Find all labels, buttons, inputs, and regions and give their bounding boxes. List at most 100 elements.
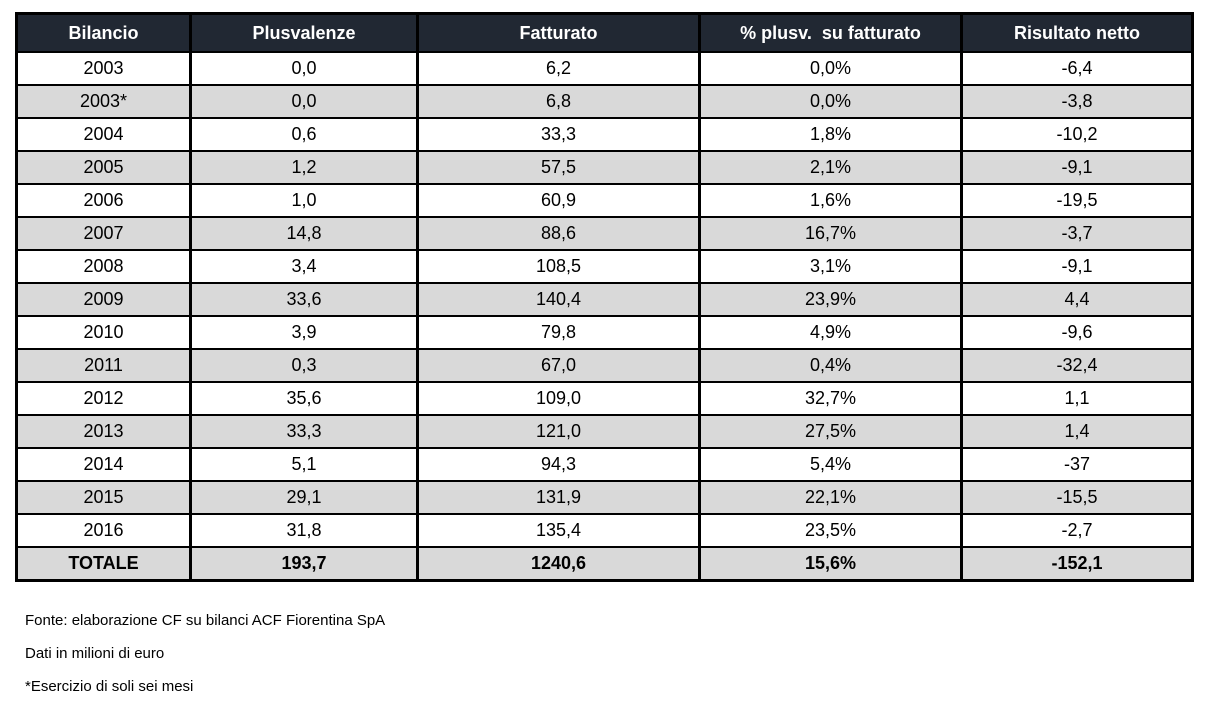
- cell-plusvalenze: 35,6: [189, 381, 419, 416]
- table-row-2012: 2012 35,6 109,0 32,7% 1,1: [15, 381, 1194, 416]
- cell-plusvalenze: 0,0: [189, 51, 419, 86]
- cell-risultato: -10,2: [960, 117, 1194, 152]
- table-row-2016: 2016 31,8 135,4 23,5% -2,7: [15, 513, 1194, 548]
- cell-risultato: -37: [960, 447, 1194, 482]
- cell-plusvalenze: 1,0: [189, 183, 419, 218]
- cell-plusvalenze: 14,8: [189, 216, 419, 251]
- units-note: Dati in milioni di euro: [25, 645, 165, 662]
- cell-year: 2009: [15, 282, 192, 317]
- cell-fatturato: 94,3: [416, 447, 701, 482]
- cell-risultato: -6,4: [960, 51, 1194, 86]
- header-row: Bilancio Plusvalenze Fatturato % plusv. …: [15, 12, 1194, 53]
- cell-percent: 32,7%: [698, 381, 963, 416]
- cell-percent: 4,9%: [698, 315, 963, 350]
- cell-year: 2005: [15, 150, 192, 185]
- financial-table: Bilancio Plusvalenze Fatturato % plusv. …: [15, 12, 1194, 582]
- cell-fatturato: 57,5: [416, 150, 701, 185]
- table-row-2004: 2004 0,6 33,3 1,8% -10,2: [15, 117, 1194, 152]
- cell-fatturato: 131,9: [416, 480, 701, 515]
- column-header-plusvalenze: Plusvalenze: [189, 12, 419, 53]
- cell-plusvalenze: 3,4: [189, 249, 419, 284]
- cell-percent: 1,8%: [698, 117, 963, 152]
- cell-percent: 0,0%: [698, 51, 963, 86]
- financial-table-container: Bilancio Plusvalenze Fatturato % plusv. …: [15, 12, 1194, 582]
- cell-plusvalenze: 29,1: [189, 480, 419, 515]
- cell-percent: 22,1%: [698, 480, 963, 515]
- cell-plusvalenze: 33,6: [189, 282, 419, 317]
- cell-percent: 1,6%: [698, 183, 963, 218]
- cell-year: 2004: [15, 117, 192, 152]
- table-row-2005: 2005 1,2 57,5 2,1% -9,1: [15, 150, 1194, 185]
- cell-plusvalenze: 0,6: [189, 117, 419, 152]
- cell-year: 2016: [15, 513, 192, 548]
- cell-percent: 0,0%: [698, 84, 963, 119]
- cell-year: 2003: [15, 51, 192, 86]
- cell-year: 2010: [15, 315, 192, 350]
- total-risultato: -152,1: [960, 546, 1194, 582]
- cell-risultato: -9,1: [960, 150, 1194, 185]
- table-row-2003-star: 2003* 0,0 6,8 0,0% -3,8: [15, 84, 1194, 119]
- cell-fatturato: 6,8: [416, 84, 701, 119]
- cell-fatturato: 67,0: [416, 348, 701, 383]
- table-row-2014: 2014 5,1 94,3 5,4% -37: [15, 447, 1194, 482]
- asterisk-note: *Esercizio di soli sei mesi: [25, 678, 194, 695]
- cell-year: 2003*: [15, 84, 192, 119]
- column-header-fatturato: Fatturato: [416, 12, 701, 53]
- cell-fatturato: 121,0: [416, 414, 701, 449]
- total-percent: 15,6%: [698, 546, 963, 582]
- cell-year: 2015: [15, 480, 192, 515]
- column-header-percent-plusv: % plusv. su fatturato: [698, 12, 963, 53]
- cell-year: 2013: [15, 414, 192, 449]
- cell-plusvalenze: 1,2: [189, 150, 419, 185]
- cell-fatturato: 108,5: [416, 249, 701, 284]
- cell-fatturato: 79,8: [416, 315, 701, 350]
- cell-year: 2007: [15, 216, 192, 251]
- source-note: Fonte: elaborazione CF su bilanci ACF Fi…: [25, 612, 386, 629]
- table-row-2009: 2009 33,6 140,4 23,9% 4,4: [15, 282, 1194, 317]
- table-row-2007: 2007 14,8 88,6 16,7% -3,7: [15, 216, 1194, 251]
- cell-plusvalenze: 3,9: [189, 315, 419, 350]
- cell-year: 2006: [15, 183, 192, 218]
- cell-risultato: -15,5: [960, 480, 1194, 515]
- cell-percent: 16,7%: [698, 216, 963, 251]
- footnotes: Fonte: elaborazione CF su bilanci ACF Fi…: [25, 612, 385, 711]
- table-row-2015: 2015 29,1 131,9 22,1% -15,5: [15, 480, 1194, 515]
- cell-year: 2008: [15, 249, 192, 284]
- cell-risultato: -2,7: [960, 513, 1194, 548]
- table-row-2006: 2006 1,0 60,9 1,6% -19,5: [15, 183, 1194, 218]
- cell-percent: 27,5%: [698, 414, 963, 449]
- cell-risultato: -3,7: [960, 216, 1194, 251]
- cell-risultato: 4,4: [960, 282, 1194, 317]
- cell-fatturato: 6,2: [416, 51, 701, 86]
- cell-plusvalenze: 0,3: [189, 348, 419, 383]
- cell-percent: 23,5%: [698, 513, 963, 548]
- cell-risultato: -9,6: [960, 315, 1194, 350]
- cell-risultato: 1,1: [960, 381, 1194, 416]
- cell-fatturato: 109,0: [416, 381, 701, 416]
- cell-percent: 2,1%: [698, 150, 963, 185]
- total-label: TOTALE: [15, 546, 192, 582]
- cell-plusvalenze: 31,8: [189, 513, 419, 548]
- table-row-totale: TOTALE 193,7 1240,6 15,6% -152,1: [15, 546, 1194, 582]
- cell-risultato: -9,1: [960, 249, 1194, 284]
- cell-fatturato: 135,4: [416, 513, 701, 548]
- cell-year: 2011: [15, 348, 192, 383]
- column-header-risultato-netto: Risultato netto: [960, 12, 1194, 53]
- table-row-2011: 2011 0,3 67,0 0,4% -32,4: [15, 348, 1194, 383]
- cell-fatturato: 88,6: [416, 216, 701, 251]
- table-row-2003: 2003 0,0 6,2 0,0% -6,4: [15, 51, 1194, 86]
- table-row-2010: 2010 3,9 79,8 4,9% -9,6: [15, 315, 1194, 350]
- cell-year: 2014: [15, 447, 192, 482]
- cell-percent: 0,4%: [698, 348, 963, 383]
- cell-plusvalenze: 0,0: [189, 84, 419, 119]
- total-fatturato: 1240,6: [416, 546, 701, 582]
- cell-percent: 23,9%: [698, 282, 963, 317]
- cell-plusvalenze: 5,1: [189, 447, 419, 482]
- cell-percent: 5,4%: [698, 447, 963, 482]
- cell-fatturato: 140,4: [416, 282, 701, 317]
- table-row-2013: 2013 33,3 121,0 27,5% 1,4: [15, 414, 1194, 449]
- cell-risultato: -19,5: [960, 183, 1194, 218]
- total-plusvalenze: 193,7: [189, 546, 419, 582]
- cell-plusvalenze: 33,3: [189, 414, 419, 449]
- table-row-2008: 2008 3,4 108,5 3,1% -9,1: [15, 249, 1194, 284]
